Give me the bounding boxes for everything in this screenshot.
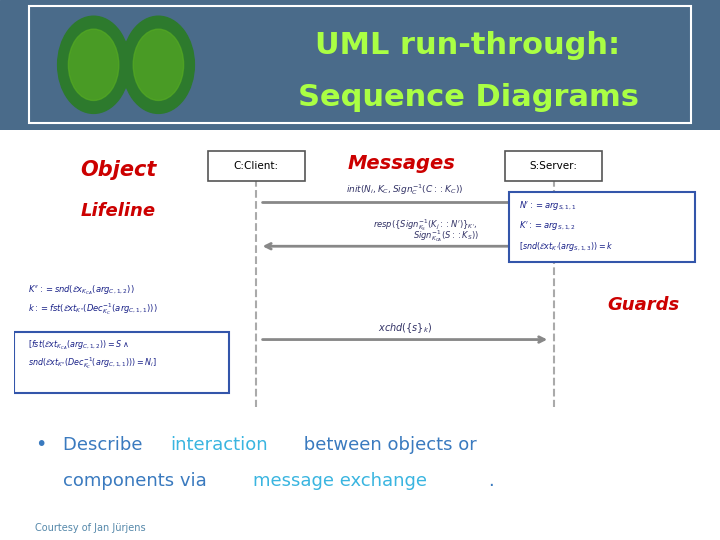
Text: UML run-through:: UML run-through: xyxy=(315,31,621,60)
Text: Object: Object xyxy=(80,160,156,180)
Text: .: . xyxy=(488,471,494,490)
Text: Sequence Diagrams: Sequence Diagrams xyxy=(297,83,639,112)
Text: $[snd(\mathcal{E}xt_{K^{\prime}}(arg_{S,1,3})) = k$: $[snd(\mathcal{E}xt_{K^{\prime}}(arg_{S,… xyxy=(519,240,613,253)
FancyBboxPatch shape xyxy=(208,151,305,180)
Text: message exchange: message exchange xyxy=(253,471,427,490)
Text: Courtesy of Jan Jürjens: Courtesy of Jan Jürjens xyxy=(35,523,145,533)
Text: Messages: Messages xyxy=(348,154,456,173)
FancyBboxPatch shape xyxy=(14,332,229,394)
Text: between objects or: between objects or xyxy=(298,436,477,454)
FancyBboxPatch shape xyxy=(508,192,696,262)
Text: Lifeline: Lifeline xyxy=(81,202,156,220)
Ellipse shape xyxy=(133,29,184,100)
Ellipse shape xyxy=(122,16,194,113)
Text: S:Server:: S:Server: xyxy=(529,161,577,171)
Text: $init(N_i, K_C, Sign_{C}^{-1}(C::K_C))$: $init(N_i, K_C, Sign_{C}^{-1}(C::K_C))$ xyxy=(346,183,464,197)
Text: $snd(\mathcal{E}xt_{K^{\prime\prime}}(Dec_{K_C}^{-1}(arg_{C,1,1}))) = N_i]$: $snd(\mathcal{E}xt_{K^{\prime\prime}}(De… xyxy=(28,355,157,371)
Ellipse shape xyxy=(58,16,130,113)
Text: •: • xyxy=(35,435,47,455)
Text: $k := fst(\mathcal{E}xt_{K^{\prime\prime}}(Dec_{K_C}^{-1}(arg_{C,1,1})))$: $k := fst(\mathcal{E}xt_{K^{\prime\prime… xyxy=(28,301,158,317)
Text: $xchd(\{s\}_k)$: $xchd(\{s\}_k)$ xyxy=(378,321,432,335)
Ellipse shape xyxy=(68,29,119,100)
Text: $K^{\prime} := arg_{S,1,2}$: $K^{\prime} := arg_{S,1,2}$ xyxy=(519,219,576,232)
Text: Describe: Describe xyxy=(63,436,148,454)
Text: $[fst(\mathcal{E}xt_{K_{CA}}(arg_{C,1,2})) = S\wedge$: $[fst(\mathcal{E}xt_{K_{CA}}(arg_{C,1,2}… xyxy=(28,339,130,352)
Text: components via: components via xyxy=(63,471,212,490)
Text: interaction: interaction xyxy=(170,436,268,454)
FancyBboxPatch shape xyxy=(505,151,602,180)
Text: $Sign_{K_{CA}}^{-1}(S::K_S))$: $Sign_{K_{CA}}^{-1}(S::K_S))$ xyxy=(413,228,480,244)
Text: $N^{\prime} := arg_{S,1,1}$: $N^{\prime} := arg_{S,1,1}$ xyxy=(519,199,577,212)
Text: $resp(\{Sign_{K_S}^{-1}(K_j::N^{\prime})\}_{K^{\prime}},$: $resp(\{Sign_{K_S}^{-1}(K_j::N^{\prime})… xyxy=(374,217,478,233)
Text: Guards: Guards xyxy=(607,295,680,314)
Text: C:Client:: C:Client: xyxy=(234,161,279,171)
Text: $K^{\prime\prime} := snd(\mathcal{E}x_{K_{CA}}(arg_{C,1,2}))$: $K^{\prime\prime} := snd(\mathcal{E}x_{K… xyxy=(28,283,135,297)
